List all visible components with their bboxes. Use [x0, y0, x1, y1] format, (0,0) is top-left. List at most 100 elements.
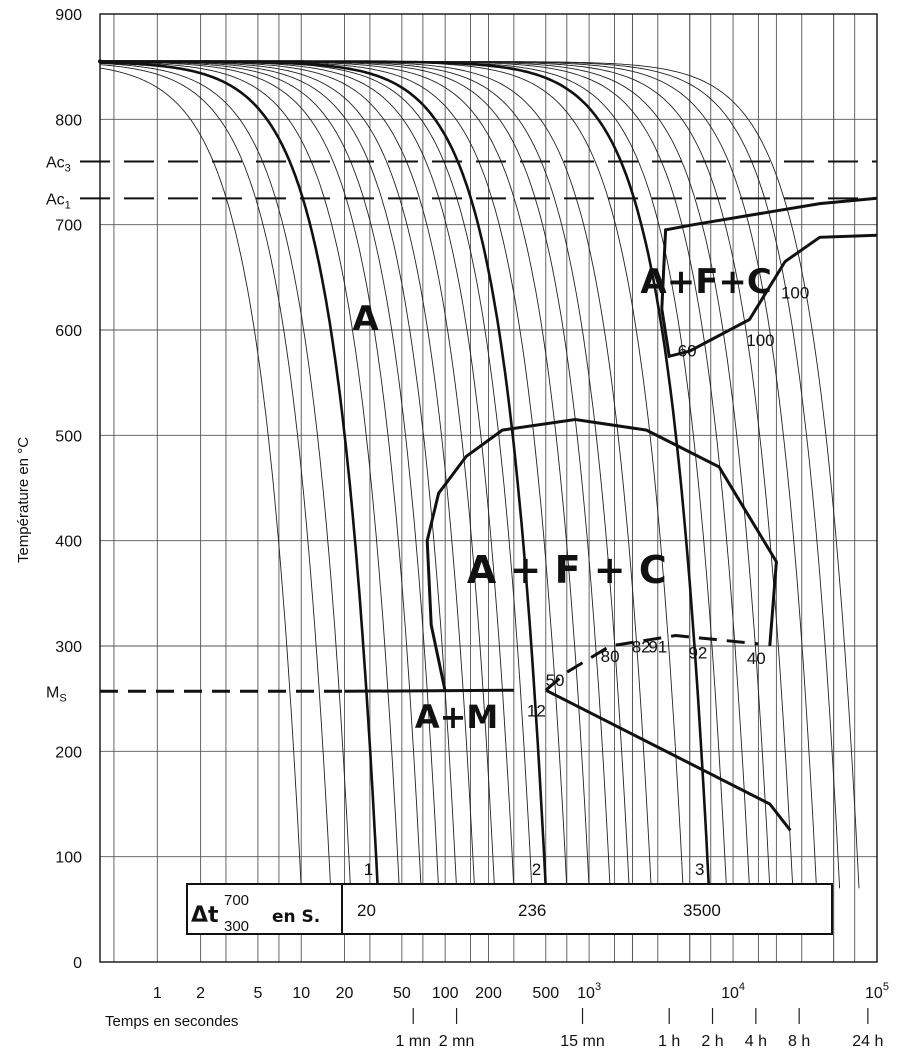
- cooling-curve: [99, 62, 351, 889]
- grid: [100, 14, 877, 962]
- y-special-sub: 1: [65, 199, 71, 211]
- numbered-cooling-curve: [100, 60, 548, 889]
- percent-label: 100: [746, 331, 774, 350]
- percent-label: 40: [747, 649, 766, 668]
- percent-label: 80: [601, 647, 620, 666]
- cooling-curve: [99, 64, 332, 889]
- y-axis-label: Température en °C: [15, 437, 32, 563]
- transformation-boundaries: [80, 59, 878, 832]
- y-tick-label: 600: [55, 323, 82, 340]
- dt-unit: en S.: [272, 907, 320, 927]
- dt-value-2: 236: [518, 901, 546, 920]
- curve-number: 1: [364, 860, 373, 879]
- x-time-label: 8 h: [788, 1033, 810, 1050]
- x-tick-label: 10: [292, 985, 310, 1002]
- cooling-curve: [100, 61, 458, 889]
- dt-sub-300: 300: [224, 918, 249, 935]
- x-tick-label: 2: [196, 985, 205, 1002]
- x-tick-label: 103: [577, 981, 601, 1002]
- plot-frame: [99, 13, 878, 963]
- cooling-curve: [100, 61, 400, 889]
- cooling-curve: [99, 61, 440, 889]
- cooling-curve: [100, 60, 652, 889]
- y-special-sub: S: [59, 692, 66, 704]
- x-time-label: 24 h: [852, 1033, 883, 1050]
- martensite-end-line: [545, 688, 792, 832]
- ms-line: [344, 688, 514, 693]
- cooling-curve: [100, 60, 611, 889]
- percent-label: 12: [527, 702, 546, 721]
- cooling-curve: [100, 60, 817, 889]
- y-tick-label: 700: [55, 218, 82, 235]
- x-tick-label: 1: [153, 985, 162, 1002]
- cooling-curve: [100, 61, 422, 889]
- x-axis-label: Temps en secondes: [105, 1013, 238, 1030]
- region-label: A: [352, 299, 379, 339]
- region-label: A + F + C: [467, 548, 667, 592]
- cooling-curve: [100, 60, 750, 889]
- x-tick-label: 50: [393, 985, 411, 1002]
- x-time-label: 2 h: [701, 1033, 723, 1050]
- x-time-label: 15 mn: [560, 1033, 604, 1050]
- curve-number: 3: [695, 860, 704, 879]
- cooling-curve: [100, 60, 841, 889]
- ferrite-upper-line: [693, 196, 878, 227]
- x-time-label: 2 mn: [439, 1033, 475, 1050]
- bainite-start-line: [425, 417, 778, 692]
- y-tick-label: 100: [55, 850, 82, 867]
- percent-label: 50: [546, 671, 565, 690]
- region-label: A+F+C: [640, 262, 771, 302]
- cooling-curve: [99, 67, 302, 889]
- dt-table: Δt 700 300 en S. 20 236 3500: [186, 883, 833, 935]
- y-tick-label: 200: [55, 744, 82, 761]
- numbered-cooling-curve: [100, 61, 379, 889]
- x-tick-label: 200: [475, 985, 502, 1002]
- region-label: A+M: [415, 698, 498, 736]
- percent-label: 60: [678, 341, 697, 360]
- cooling-curve: [100, 60, 860, 889]
- x-time-label: 1 mn: [395, 1033, 431, 1050]
- y-tick-label: 0: [73, 955, 82, 972]
- y-tick-label: 300: [55, 639, 82, 656]
- x-tick-label: 100: [432, 985, 459, 1002]
- y-special-label: MS: [46, 684, 67, 704]
- x-tick-sup: 4: [739, 981, 745, 993]
- y-tick-label: 500: [55, 428, 82, 445]
- y-special-label: Ac1: [46, 191, 71, 211]
- y-tick-label: 400: [55, 534, 82, 551]
- dt-symbol: Δt: [191, 903, 219, 928]
- percent-label: 91: [648, 637, 667, 656]
- x-tick-label: 104: [721, 981, 745, 1002]
- x-tick-label: 105: [865, 981, 889, 1002]
- percent-label: 82: [632, 637, 651, 656]
- cooling-curve: [100, 60, 630, 889]
- bainite-percent-line: [544, 633, 759, 692]
- y-special-sub: 3: [65, 162, 71, 174]
- x-tick-sup: 3: [595, 981, 601, 993]
- percent-label: 100: [781, 283, 809, 302]
- cooling-curves: [99, 60, 860, 889]
- ferrite-start-line: [660, 223, 878, 359]
- cooling-curve: [100, 61, 476, 889]
- dt-table-frame: [186, 883, 833, 935]
- x-time-label: 1 h: [658, 1033, 680, 1050]
- dt-value-3: 3500: [683, 901, 721, 920]
- percent-label: 92: [688, 644, 707, 663]
- x-tick-label: 20: [336, 985, 354, 1002]
- y-tick-label: 800: [55, 112, 82, 129]
- cooling-curve: [100, 60, 684, 889]
- x-tick-label: 500: [532, 985, 559, 1002]
- cooling-curve: [100, 61, 495, 889]
- cooling-curve: [100, 60, 568, 889]
- y-special-label: Ac3: [46, 154, 71, 174]
- x-tick-sup: 5: [883, 981, 889, 993]
- x-time-label: 4 h: [745, 1033, 767, 1050]
- y-tick-label: 900: [55, 7, 82, 24]
- dt-value-1: 20: [357, 901, 376, 920]
- numbered-cooling-curve: [100, 60, 711, 889]
- curve-number: 2: [532, 860, 541, 879]
- dt-sup-700: 700: [224, 892, 249, 909]
- x-tick-label: 5: [253, 985, 262, 1002]
